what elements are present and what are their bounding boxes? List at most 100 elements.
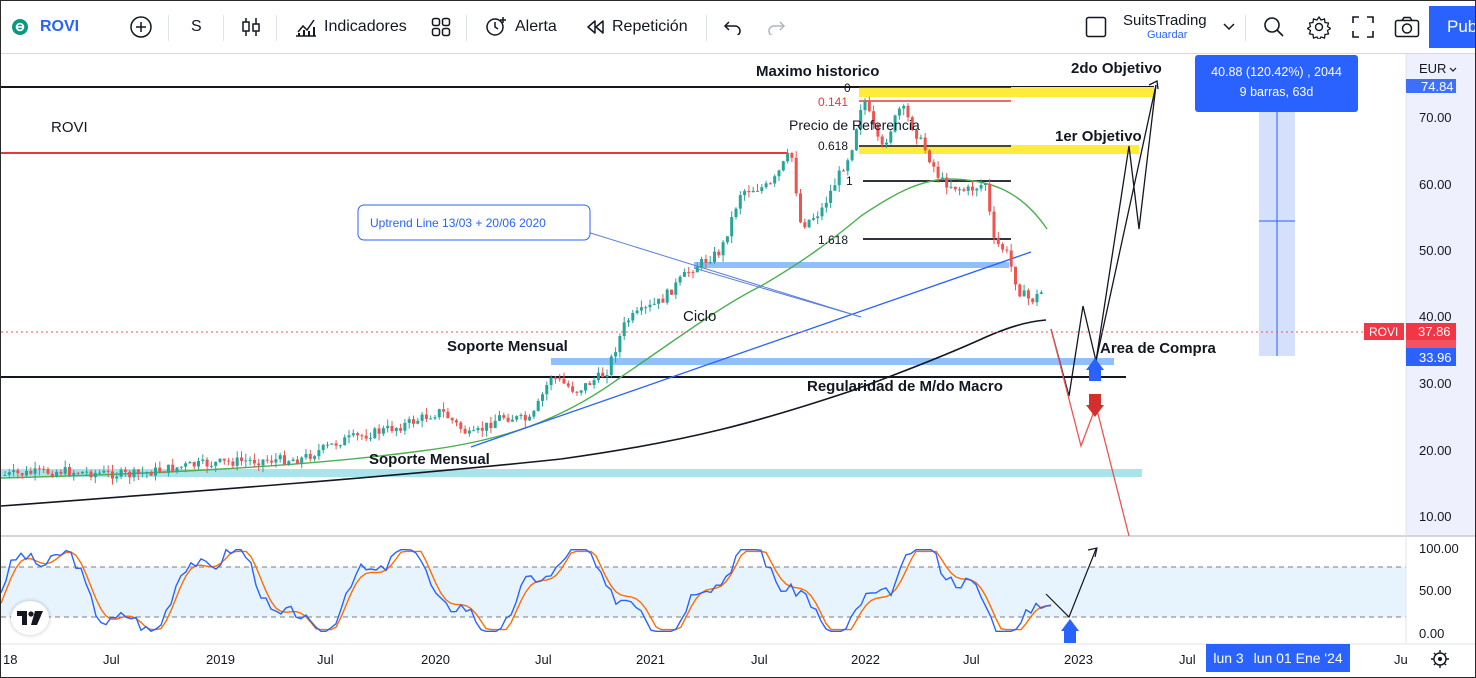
candle-body	[945, 177, 949, 188]
uptrend-callout-line[interactable]	[583, 230, 862, 318]
tradingview-logo[interactable]	[11, 601, 49, 635]
uptrend-callout[interactable]	[357, 204, 591, 241]
candle-body	[854, 129, 858, 151]
sell-arrow-down[interactable]	[1086, 394, 1104, 417]
candle-body	[932, 162, 936, 167]
osc-tick: 50.00	[1419, 583, 1452, 598]
candle-body	[313, 456, 317, 459]
candle-body	[730, 217, 734, 237]
candle-body	[89, 471, 93, 478]
osc-buy-arrow-up[interactable]	[1061, 619, 1079, 643]
candle-body	[459, 422, 463, 429]
target2-label: 2do Objetivo	[1071, 60, 1162, 77]
target1-zone[interactable]	[859, 145, 1139, 154]
price-tick: 30.00	[1419, 376, 1452, 391]
search-button[interactable]	[1263, 1, 1285, 53]
indicators-icon	[294, 16, 318, 38]
monthly-support-zone-1[interactable]	[551, 358, 1114, 365]
osc-projection-path[interactable]	[1045, 548, 1097, 619]
candle-body	[356, 433, 360, 436]
candle-body	[786, 152, 790, 162]
candle-body	[579, 390, 583, 393]
settings-button[interactable]	[1307, 1, 1331, 53]
candlestick-series[interactable]	[3, 96, 1043, 485]
price-axis-selected-range	[1406, 54, 1475, 536]
layout-checkbox[interactable]	[1085, 1, 1107, 53]
candle-body	[179, 466, 183, 468]
date-range-tooltip: lun 3 lun 01 Ene '24	[1206, 644, 1350, 672]
candle-body	[713, 251, 716, 263]
projection-path-bear[interactable]	[1050, 328, 1130, 537]
candle-body	[424, 414, 428, 420]
stochastic-k-line[interactable]	[1, 548, 1052, 633]
interval-button[interactable]: S	[191, 1, 202, 53]
replay-button[interactable]: Repetición	[585, 1, 688, 53]
candle-body	[609, 356, 613, 376]
chevron-down-icon	[1223, 23, 1235, 31]
redo-button[interactable]	[766, 1, 786, 53]
undo-button[interactable]	[723, 1, 743, 53]
candle-body	[674, 282, 678, 295]
candle-body	[106, 470, 110, 472]
candle-body	[1009, 250, 1013, 267]
candle-body	[639, 307, 643, 311]
candle-body	[265, 459, 269, 461]
buy-arrow-up[interactable]	[1086, 358, 1104, 381]
redo-icon	[766, 19, 786, 35]
candle-body	[837, 170, 841, 186]
add-symbol-button[interactable]	[129, 1, 153, 53]
fib-label-0618: 0.618	[818, 139, 848, 153]
candle-body	[532, 410, 536, 417]
fullscreen-button[interactable]	[1352, 1, 1374, 53]
candle-body	[906, 105, 910, 118]
time-axis[interactable]: 18 Jul 2019 Jul 2020 Jul 2021 Jul 2022 J…	[3, 652, 1408, 667]
price-axis[interactable]: EUR 74.84 70.00 60.00 50.00 40.00 30.00 …	[1406, 61, 1459, 641]
candle-body	[46, 469, 50, 474]
candle-body	[541, 394, 544, 401]
candle-body	[33, 468, 37, 474]
candle-body	[480, 427, 484, 431]
publish-button[interactable]: Pub	[1429, 6, 1475, 48]
candle-body	[7, 472, 11, 475]
chart-settings-button[interactable]	[1431, 650, 1449, 668]
stochastic-d-line[interactable]	[1, 550, 1052, 631]
ref-price-label: Precio de Referencia	[789, 117, 920, 133]
sma-long[interactable]	[1, 319, 1047, 507]
cycle-support-zone[interactable]	[694, 262, 1009, 268]
target2-zone[interactable]	[859, 87, 1154, 97]
candle-body	[93, 472, 97, 478]
candle-body	[953, 186, 957, 190]
candle-body	[799, 193, 802, 223]
alert-button[interactable]: Alerta	[484, 1, 557, 53]
symbol-selector[interactable]: ROVI	[11, 1, 79, 53]
candle-body	[949, 186, 953, 188]
chart-type-button[interactable]	[241, 1, 261, 53]
monthly-support-zone-2[interactable]	[1, 469, 1142, 477]
price-tick: 70.00	[1419, 110, 1452, 125]
candle-body	[545, 385, 549, 395]
candle-body	[928, 150, 931, 163]
indicators-button[interactable]: Indicadores	[294, 1, 407, 53]
candle-body	[63, 467, 67, 474]
currency-label[interactable]: EUR	[1419, 61, 1446, 76]
candle-body	[1005, 249, 1009, 251]
interval-label: S	[191, 18, 202, 35]
candle-body	[833, 185, 837, 191]
symbol-name: ROVI	[40, 18, 80, 35]
templates-button[interactable]	[431, 1, 451, 53]
sma-medium[interactable]	[1, 178, 1048, 479]
candle-body	[519, 414, 523, 417]
candle-body	[1031, 298, 1035, 303]
measure-tooltip-line1: 40.88 (120.42%) , 2044	[1211, 65, 1342, 79]
candle-body	[489, 422, 493, 429]
candle-body	[244, 460, 248, 462]
uptrend-line[interactable]	[470, 251, 1032, 448]
chart-canvas[interactable]: Uptrend Line 13/03 + 20/06 2020 ROVI Max…	[1, 54, 1475, 677]
candle-body	[936, 166, 940, 178]
candle-body	[231, 461, 235, 466]
candle-body	[687, 271, 691, 273]
layout-menu-toggle[interactable]	[1223, 1, 1235, 53]
ticker-watermark: ROVI	[51, 119, 88, 136]
layout-name-menu[interactable]: SuitsTrading Guardar	[1123, 1, 1207, 53]
screenshot-button[interactable]	[1394, 1, 1420, 53]
